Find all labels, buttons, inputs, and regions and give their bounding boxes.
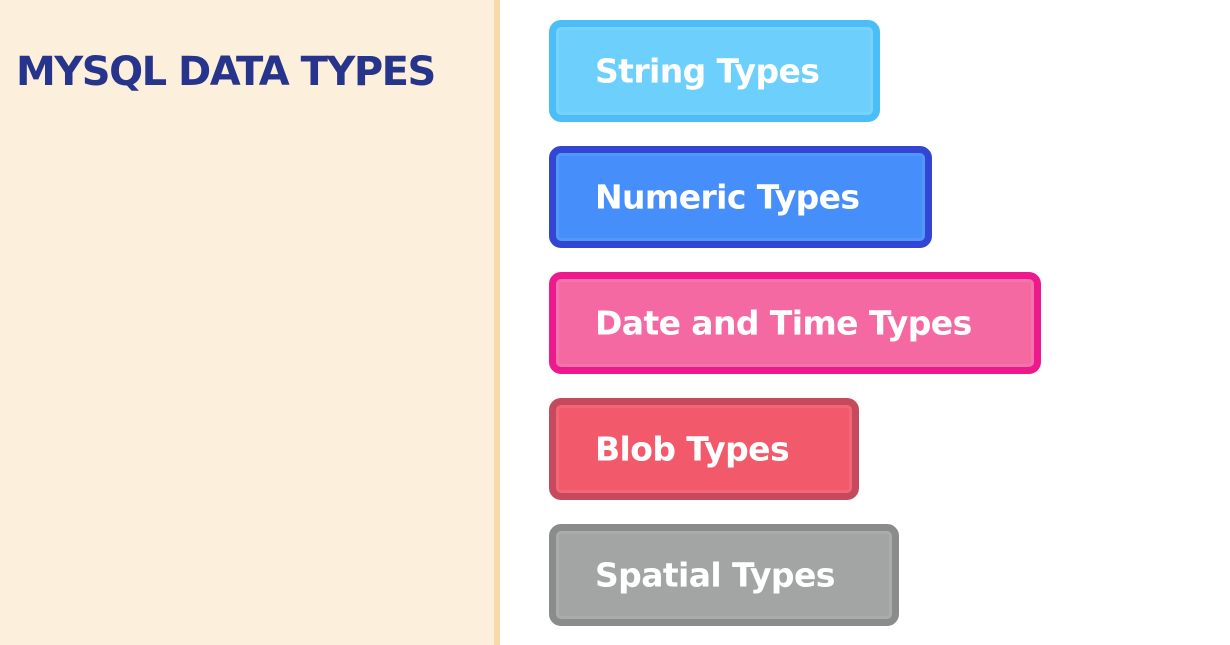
blob-types-box: Blob Types (549, 398, 859, 500)
left-panel: MYSQL DATA TYPES (0, 0, 494, 645)
panel-divider (494, 0, 500, 645)
date-and-time-types-label: Date and Time Types (595, 303, 972, 343)
page-title: MYSQL DATA TYPES (16, 49, 436, 95)
string-types-label: String Types (595, 51, 820, 91)
numeric-types-label: Numeric Types (595, 177, 860, 217)
spatial-types-label: Spatial Types (595, 555, 835, 595)
spatial-types-box: Spatial Types (549, 524, 899, 626)
blob-types-label: Blob Types (595, 429, 790, 469)
numeric-types-box: Numeric Types (549, 146, 932, 248)
string-types-box: String Types (549, 20, 880, 122)
date-and-time-types-box: Date and Time Types (549, 272, 1041, 374)
